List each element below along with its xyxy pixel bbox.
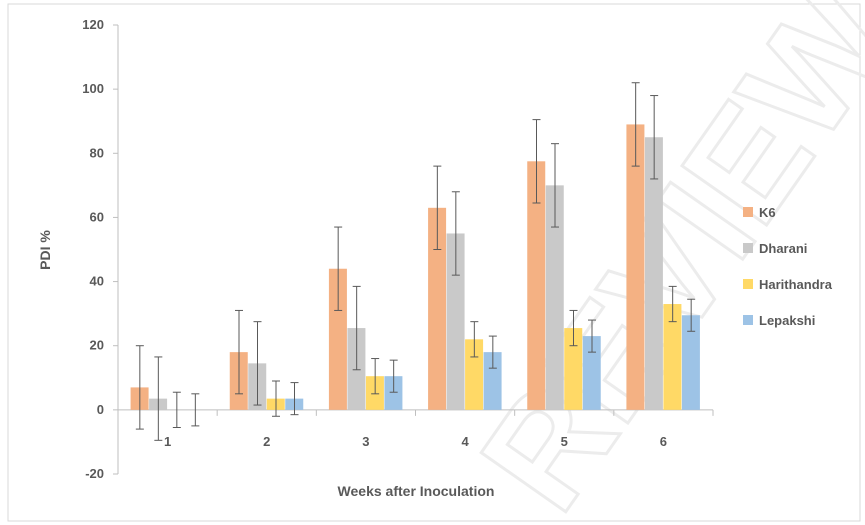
legend-swatch [743,279,753,289]
y-tick-label: 60 [90,209,104,224]
x-tick-label: 3 [362,434,369,449]
bar [545,185,564,410]
bar [446,233,465,410]
legend-label: Lepakshi [759,313,815,328]
y-tick-label: 80 [90,145,104,160]
legend-swatch [743,243,753,253]
x-axis-title: Weeks after Inoculation [338,483,495,499]
bar [465,339,484,410]
x-tick-label: 1 [164,434,171,449]
bar [564,328,583,410]
bar [582,336,601,410]
plot-area: -20 0 20 40 60 80 100 120 1 2 3 4 5 6 [82,17,714,481]
y-tick-label: 100 [82,81,104,96]
x-tick-label: 5 [561,434,568,449]
x-tick-label: 6 [660,434,667,449]
bar [328,268,347,410]
y-axis-title: PDI % [37,230,53,270]
legend-label: K6 [759,205,776,220]
bar [663,304,682,410]
x-tick-label: 4 [461,434,469,449]
legend-label: Dharani [759,241,807,256]
bar [428,207,447,410]
bar [384,376,403,410]
x-tick-label: 2 [263,434,270,449]
legend-swatch [743,315,753,325]
bar [626,124,645,410]
y-tick-label: 40 [90,274,104,289]
bar [527,161,546,410]
y-tick-label: -20 [85,466,104,481]
legend-swatch [743,207,753,217]
bar [644,137,663,410]
y-tick-label: 20 [90,338,104,353]
bar [483,352,502,410]
y-tick-label: 120 [82,17,104,32]
legend: K6 Dharani Harithandra Lepakshi [743,205,833,328]
bar [681,315,700,410]
legend-label: Harithandra [759,277,833,292]
y-tick-label: 0 [97,402,104,417]
